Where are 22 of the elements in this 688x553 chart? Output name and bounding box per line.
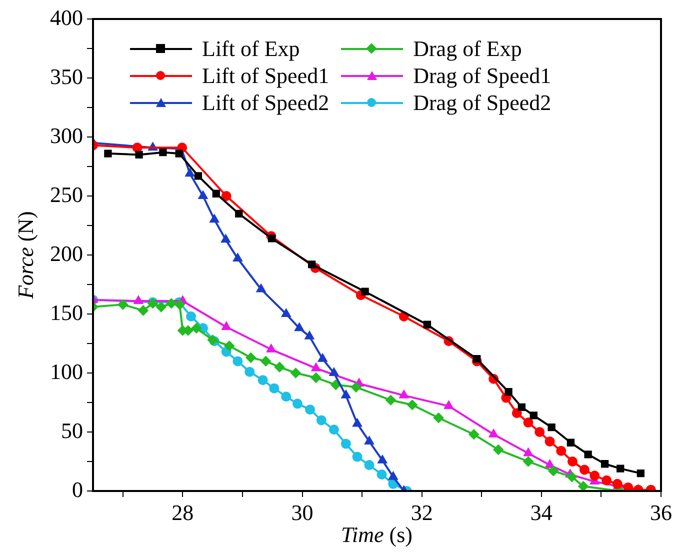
x-tick-label: 36 [650, 500, 672, 525]
y-tick-label: 300 [50, 122, 83, 148]
y-axis-title: Force (N) [12, 211, 39, 299]
x-axis-title: Time (s) [341, 522, 413, 548]
legend-label: Lift of Speed1 [202, 63, 330, 89]
legend-label: Drag of Speed2 [413, 90, 552, 116]
x-tick-label: 34 [530, 500, 552, 525]
y-tick-label: 100 [50, 358, 83, 384]
x-tick-label: 32 [410, 500, 433, 525]
y-tick-label: 350 [50, 64, 83, 89]
y-tick-label: 50 [61, 418, 83, 443]
legend-label: Drag of Speed1 [413, 63, 552, 89]
y-tick-label: 400 [50, 4, 83, 30]
legend-label: Drag of Exp [413, 36, 522, 62]
legend-label: Lift of Speed2 [202, 90, 330, 116]
x-tick-label: 28 [172, 500, 194, 525]
legend-label: Lift of Exp [202, 36, 300, 62]
y-tick-label: 150 [50, 300, 83, 325]
y-tick-label: 250 [50, 182, 83, 207]
x-tick-label: 30 [291, 500, 314, 525]
y-tick-label: 0 [72, 476, 83, 502]
y-tick-label: 200 [50, 240, 83, 266]
